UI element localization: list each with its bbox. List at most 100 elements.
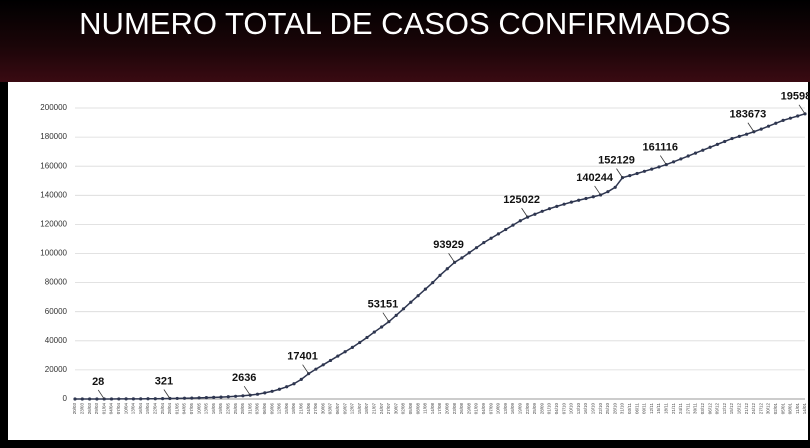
data-point [263, 391, 267, 395]
data-point [124, 397, 128, 401]
x-tick-label: 12/06 [277, 403, 282, 415]
x-tick-label: 29/08 [466, 403, 471, 415]
y-tick-label: 80000 [45, 278, 68, 287]
data-point [270, 389, 274, 393]
data-point [745, 132, 749, 136]
x-tick-label: 03/11 [627, 403, 632, 414]
data-label: 93929 [433, 239, 464, 251]
data-point [584, 196, 588, 201]
data-point [336, 354, 340, 358]
x-tick-label: 13/09 [503, 403, 508, 415]
x-tick-label: 04/09 [481, 403, 486, 415]
x-tick-label: 30/06 [320, 403, 325, 415]
x-tick-label: 10/05 [196, 403, 201, 415]
data-point [328, 358, 333, 363]
leader-line [594, 185, 601, 196]
data-point [693, 151, 698, 155]
data-label: 28 [92, 376, 104, 388]
x-tick-label: 04/04 [109, 403, 114, 415]
x-tick-label: 30/07 [393, 403, 398, 415]
x-tick-label: 28/10 [612, 403, 617, 415]
data-point [292, 382, 296, 386]
x-tick-label: 16/05 [211, 403, 216, 415]
data-point [423, 287, 427, 291]
data-point [182, 396, 187, 400]
data-point [212, 395, 216, 399]
x-tick-label: 31/05 [247, 403, 252, 415]
leader-line [747, 122, 755, 132]
data-point [277, 387, 281, 391]
chart-title: NUMERO TOTAL DE CASOS CONFIRMADOS [79, 6, 731, 41]
x-tick-label: 27/06 [313, 403, 318, 415]
data-point [380, 325, 384, 329]
data-point [686, 154, 690, 158]
x-tick-label: 11/01 [795, 403, 800, 414]
data-point [175, 396, 179, 401]
x-tick-label: 15/11 [656, 403, 661, 414]
data-point [394, 313, 398, 317]
x-tick-label: 24/12 [751, 403, 756, 415]
data-point [234, 394, 238, 398]
x-tick-label: 13/05 [204, 403, 209, 415]
data-point [737, 134, 741, 138]
x-tick-label: 06/12 [707, 403, 712, 415]
x-tick-label: 31/10 [620, 403, 625, 415]
data-point [190, 396, 194, 400]
x-tick-label: 09/11 [642, 403, 647, 414]
x-tick-label: 16/10 [583, 403, 588, 415]
data-point [533, 212, 537, 216]
x-tick-label: 19/10 [590, 403, 595, 415]
data-point [416, 294, 420, 298]
x-tick-label: 06/07 [335, 403, 340, 415]
data-point [774, 121, 778, 125]
data-point [314, 367, 318, 371]
x-tick-label: 10/09 [496, 403, 501, 415]
x-tick-label: 24/11 [678, 403, 683, 414]
x-tick-label: 28/09 [539, 403, 544, 415]
leader-line [616, 168, 623, 178]
x-tick-label: 30/12 [766, 403, 771, 415]
x-tick-label: 10/10 [569, 403, 574, 415]
x-tick-label: 07/10 [561, 403, 566, 415]
x-tick-label: 29/03 [94, 403, 99, 415]
y-tick-label: 120000 [40, 220, 67, 229]
data-point [569, 200, 574, 204]
leader-line [97, 389, 105, 400]
x-tick-label: 03/12 [700, 403, 705, 415]
leader-line [448, 253, 455, 263]
data-point [708, 145, 712, 149]
x-tick-label: 06/11 [634, 403, 639, 414]
x-tick-label: 12/11 [649, 403, 654, 414]
data-point [139, 397, 143, 401]
data-point [372, 330, 376, 334]
data-point [241, 394, 245, 398]
data-point [679, 157, 683, 161]
x-tick-label: 23/08 [452, 403, 457, 415]
x-tick-label: 08/08 [415, 403, 420, 415]
x-tick-label: 01/10 [547, 403, 552, 415]
data-label: 17401 [287, 351, 318, 363]
x-tick-label: 27/07 [386, 403, 391, 415]
data-point [255, 392, 260, 396]
x-tick-label: 24/06 [306, 403, 311, 415]
data-point [350, 345, 354, 349]
data-point [358, 340, 362, 345]
x-tick-label: 09/07 [342, 403, 347, 415]
x-tick-label: 22/04 [152, 403, 157, 415]
x-tick-label: 11/08 [423, 403, 428, 414]
data-point [88, 397, 92, 401]
data-point [540, 209, 544, 213]
data-point [759, 127, 763, 131]
x-tick-label: 21/12 [744, 403, 749, 415]
data-point [321, 363, 325, 367]
data-point [204, 396, 208, 400]
data-label: 140244 [576, 172, 614, 184]
data-point [766, 124, 771, 128]
data-label: 161116 [643, 141, 679, 153]
x-tick-label: 05/01 [780, 403, 785, 415]
x-tick-label: 25/10 [605, 403, 610, 415]
data-point [496, 232, 500, 236]
data-point [555, 204, 559, 208]
x-tick-label: 13/10 [576, 403, 581, 415]
